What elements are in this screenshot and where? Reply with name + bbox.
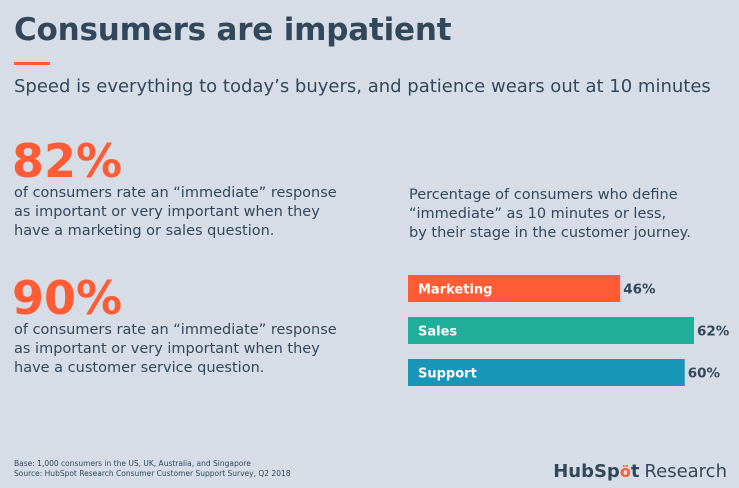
stat-desc-line: as important or very important when they bbox=[14, 341, 320, 357]
page-title: Consumers are impatient bbox=[14, 12, 452, 48]
stat-service-value: 90% bbox=[12, 271, 123, 325]
stat-desc-line: as important or very important when they bbox=[14, 204, 320, 220]
chart-caption: Percentage of consumers who define “imme… bbox=[409, 186, 729, 243]
logo-t-text: t bbox=[630, 461, 640, 482]
footer-note: Base: 1,000 consumers in the US, UK, Aus… bbox=[14, 459, 291, 479]
stat-desc-line: have a customer service question. bbox=[14, 360, 265, 376]
footer-source: Source: HubSpot Research Consumer Custom… bbox=[14, 469, 291, 478]
page-subtitle: Speed is everything to today’s buyers, a… bbox=[14, 76, 711, 97]
bar-category-label: Support bbox=[418, 367, 477, 382]
chart-caption-line: “immediate” as 10 minutes or less, bbox=[409, 206, 667, 222]
bar-support bbox=[408, 359, 685, 386]
title-underline bbox=[14, 62, 50, 65]
bar-value-label: 46% bbox=[623, 282, 656, 298]
bar-category-label: Marketing bbox=[418, 283, 492, 298]
sprocket-icon: ö bbox=[619, 462, 631, 481]
stat-service-description: of consumers rate an “immediate” respons… bbox=[14, 321, 354, 378]
hubspot-research-logo: HubSp ö t Research bbox=[553, 461, 727, 482]
bar-category-label: Sales bbox=[418, 325, 457, 340]
logo-hub-text: HubSp bbox=[553, 461, 620, 482]
logo-research-text: Research bbox=[644, 461, 727, 482]
bar-sales bbox=[408, 317, 694, 344]
chart-caption-line: Percentage of consumers who define bbox=[409, 187, 678, 203]
bar-value-label: 60% bbox=[688, 366, 721, 382]
stat-desc-line: of consumers rate an “immediate” respons… bbox=[14, 185, 337, 201]
stat-marketing-value: 82% bbox=[12, 134, 123, 188]
footer-base: Base: 1,000 consumers in the US, UK, Aus… bbox=[14, 459, 251, 468]
stat-desc-line: have a marketing or sales question. bbox=[14, 223, 275, 239]
stat-marketing-description: of consumers rate an “immediate” respons… bbox=[14, 184, 354, 241]
bar-marketing bbox=[408, 275, 621, 302]
stat-desc-line: of consumers rate an “immediate” respons… bbox=[14, 322, 337, 338]
chart-caption-line: by their stage in the customer journey. bbox=[409, 225, 691, 241]
bar-value-label: 62% bbox=[697, 324, 730, 340]
